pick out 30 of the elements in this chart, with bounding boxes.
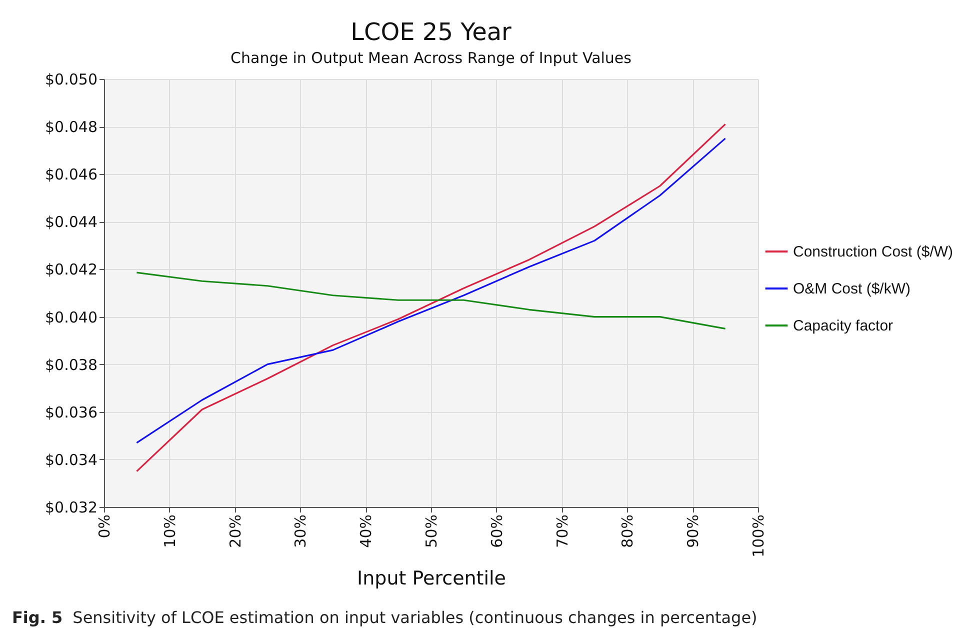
- y-tick-label: $0.038: [45, 356, 98, 374]
- y-tick-label: $0.048: [45, 118, 98, 136]
- y-tick-label: $0.046: [45, 166, 98, 184]
- x-tick-label: 70%: [553, 514, 572, 548]
- x-tick-label: 50%: [422, 514, 440, 548]
- y-tick-label: $0.042: [45, 260, 98, 279]
- y-tick-label: $0.032: [45, 498, 98, 516]
- y-tick-label: $0.050: [45, 70, 98, 88]
- x-tick-label: 0%: [96, 514, 114, 538]
- x-tick-label: 40%: [357, 514, 376, 548]
- x-tick-label: 80%: [618, 514, 637, 548]
- legend-label: Capacity factor: [793, 318, 894, 334]
- y-tick-label: $0.040: [45, 308, 98, 326]
- chart-title: LCOE 25 Year: [350, 18, 512, 46]
- x-tick-label: 100%: [750, 514, 768, 558]
- y-tick-label: $0.044: [45, 213, 98, 232]
- legend-label: Construction Cost ($/W): [793, 244, 954, 260]
- line-series: [136, 272, 726, 330]
- caption: Fig. 5: [12, 608, 63, 627]
- x-tick-label: 60%: [488, 514, 506, 548]
- x-tick-label: 90%: [684, 514, 702, 548]
- chart-subtitle: Change in Output Mean Across Range of Input Values: [230, 49, 632, 67]
- x-axis-title: Input Percentile: [357, 567, 506, 590]
- x-tick-label: 30%: [292, 514, 310, 548]
- x-tick-label: 20%: [226, 514, 244, 548]
- y-tick-label: $0.036: [45, 403, 98, 422]
- legend-label: O&M Cost ($/kW): [793, 280, 911, 298]
- text: Sensitivity of LCOE estimation on input variables (continuous changes in percentage): [72, 608, 758, 627]
- y-tick-label: $0.034: [45, 450, 98, 469]
- x-tick-label: 10%: [160, 514, 179, 548]
